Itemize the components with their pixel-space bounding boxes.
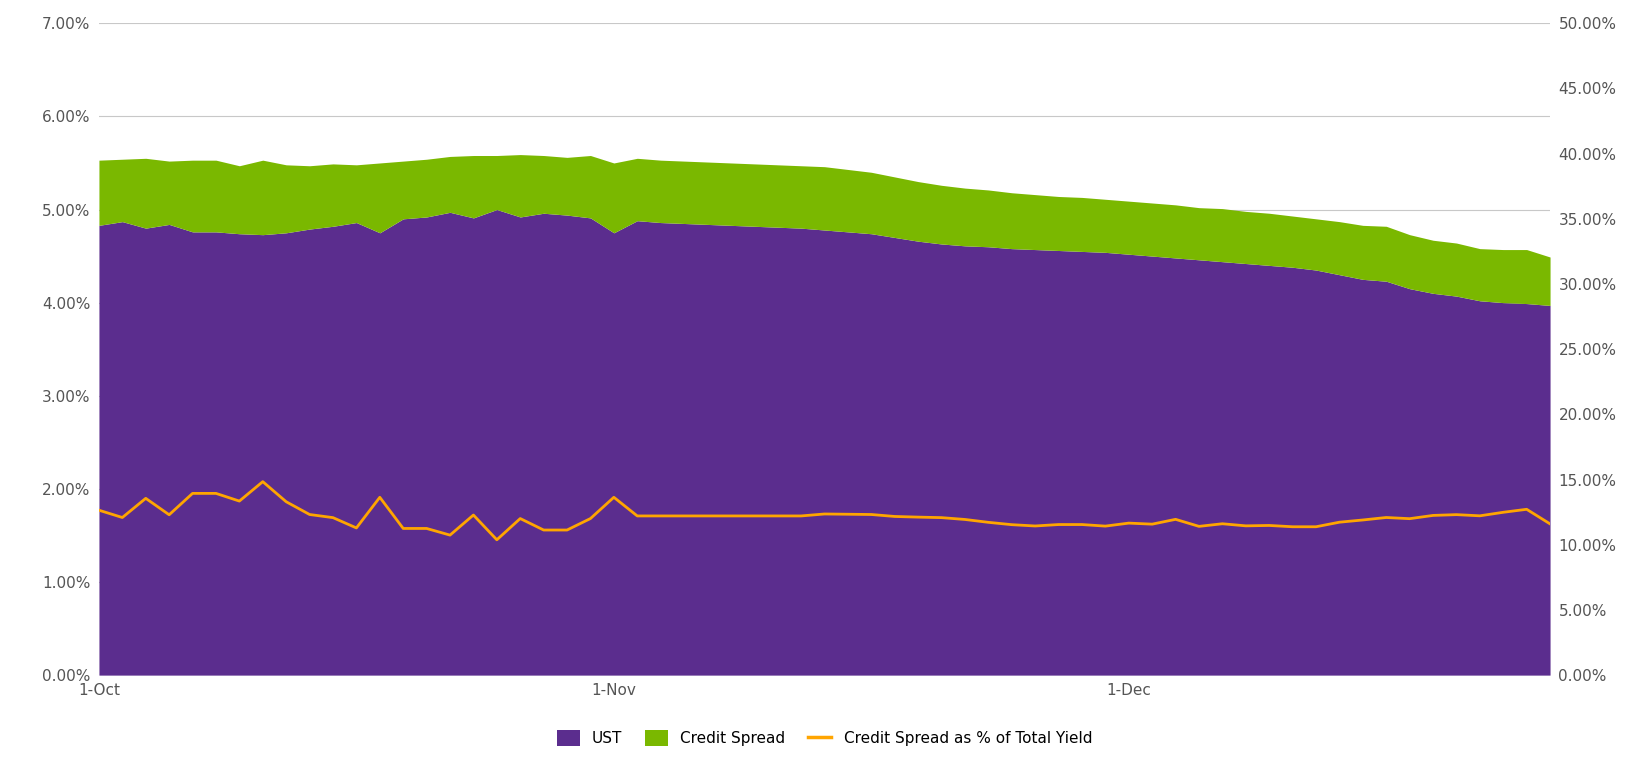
Legend: UST, Credit Spread, Credit Spread as % of Total Yield: UST, Credit Spread, Credit Spread as % o… <box>550 724 1098 752</box>
